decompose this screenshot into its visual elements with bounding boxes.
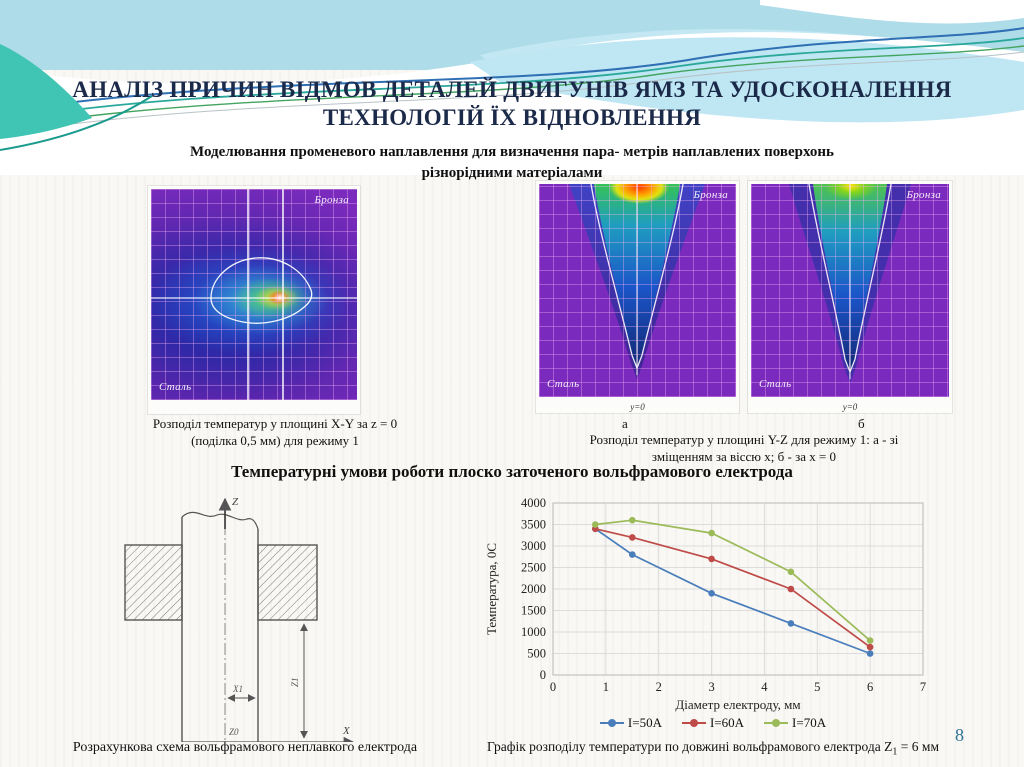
heatmap-contour-overlay (151, 189, 357, 400)
title-line1: АНАЛІЗ ПРИЧИН ВІДМОВ ДЕТАЛЕЙ ДВИГУНІВ ЯМ… (72, 77, 952, 102)
heatmap-yz-a-image: Бронза Сталь y=0 (536, 181, 739, 413)
svg-text:5: 5 (814, 680, 820, 694)
heatmap-yz-b-plot: Бронза Сталь (751, 184, 949, 397)
caption-line1: Розподіл температур у площині Y-Z для ре… (589, 432, 899, 447)
legend-label: I=50A (627, 715, 662, 730)
heatmap-yz-caption: Розподіл температур у площині Y-Z для ре… (528, 431, 960, 465)
temperature-chart-figure: 0 500 1000 1500 2000 2500 3000 3500 4000 0 1 2 3 4 5 6 7… (483, 489, 943, 731)
svg-text:500: 500 (527, 647, 546, 661)
schematic-caption: Розрахункова схема вольфрамового неплавк… (72, 740, 418, 755)
svg-text:7: 7 (920, 680, 926, 694)
svg-text:0: 0 (550, 680, 556, 694)
z-axis-label: Z (232, 496, 239, 508)
material-label-steel: Сталь (159, 381, 192, 393)
chart-caption-prefix: Графік розподілу температури по довжині … (487, 739, 893, 754)
svg-text:4: 4 (761, 680, 768, 694)
axis-note-y0: y=0 (630, 402, 645, 412)
collet-block-right (257, 544, 318, 621)
caption-line2: (поділка 0,5 мм) для режиму 1 (191, 433, 359, 448)
collet-block-left (124, 544, 183, 621)
page-title: АНАЛІЗ ПРИЧИН ВІДМОВ ДЕТАЛЕЙ ДВИГУНІВ ЯМ… (0, 76, 1024, 132)
material-label-steel: Сталь (547, 378, 580, 390)
subtitle-line2: різнорідними матеріалами (421, 165, 603, 181)
axis-note-y0: y=0 (842, 402, 858, 412)
legend-item: I=70A (764, 715, 826, 731)
heatmap-plume-overlay (569, 184, 705, 380)
legend-marker-icon (599, 718, 624, 728)
legend-item: I=50A (599, 715, 662, 731)
svg-text:1500: 1500 (521, 604, 546, 618)
chart-caption-suffix: = 6 мм (897, 739, 939, 754)
legend-marker-icon (764, 718, 789, 728)
top-wave-decoration (0, 0, 1024, 175)
material-label-steel: Сталь (759, 378, 792, 390)
svg-text:3000: 3000 (521, 539, 546, 553)
subfigure-marker-b: б (858, 416, 865, 431)
legend-label: I=70A (792, 715, 827, 730)
legend-label: I=60A (709, 715, 745, 730)
svg-text:4000: 4000 (521, 496, 546, 510)
svg-text:3: 3 (708, 680, 714, 694)
heatmap-xy-caption: Розподіл температур у площині X-Y за z =… (105, 415, 445, 449)
heatmap-xy-plot: Бронза Сталь (151, 189, 357, 400)
svg-text:2000: 2000 (521, 582, 546, 596)
dimension-x1-label: X1 (232, 684, 243, 694)
caption-line2: зміщенням за віссю x; б - за x = 0 (651, 449, 837, 464)
material-label-bronze: Бронза (693, 189, 728, 201)
heatmap-grid (539, 184, 736, 397)
legend-item: I=60A (681, 715, 745, 731)
chart-legend: I=50A I=60A I=70A (483, 715, 943, 731)
dimension-z1-label: Z1 (290, 677, 300, 687)
heatmap-yz-a-plot: Бронза Сталь (539, 184, 736, 397)
chart-caption: Графік розподілу температури по довжині … (478, 739, 948, 758)
title-line2: ТЕХНОЛОГІЙ ЇХ ВІДНОВЛЕННЯ (322, 105, 702, 130)
material-label-bronze: Бронза (906, 189, 941, 201)
heatmap-xy-image: Бронза Сталь (148, 186, 360, 414)
legend-marker-icon (681, 718, 706, 728)
x-axis-label: X (342, 725, 351, 737)
heatmap-grid (751, 184, 949, 397)
svg-text:2500: 2500 (521, 561, 546, 575)
svg-text:Діаметр електроду, мм: Діаметр електроду, мм (675, 697, 800, 712)
svg-text:Температура, 0С: Температура, 0С (484, 543, 499, 635)
material-label-bronze: Бронза (314, 194, 349, 206)
caption-line1: Розподіл температур у площині X-Y за z =… (152, 416, 398, 431)
heatmap-plume-overlay (789, 184, 911, 384)
slide-subtitle: Моделювання променевого наплавлення для … (0, 142, 1024, 184)
svg-text:1000: 1000 (521, 625, 546, 639)
subtitle-line1: Моделювання променевого наплавлення для … (190, 144, 834, 160)
svg-text:1: 1 (603, 680, 609, 694)
subfigure-marker-a: а (622, 416, 628, 431)
z0-label: Z0 (229, 727, 239, 737)
page-number: 8 (955, 725, 964, 745)
svg-text:3500: 3500 (521, 518, 546, 532)
heatmap-grid (151, 189, 357, 400)
svg-text:2: 2 (656, 680, 662, 694)
chart-caption-sub: 1 (892, 746, 898, 758)
svg-text:6: 6 (867, 680, 873, 694)
section-title: Температурні умови роботи плоско заточен… (231, 462, 793, 481)
svg-text:0: 0 (540, 668, 546, 682)
heatmap-yz-b-image: Бронза Сталь y=0 (748, 181, 952, 413)
temperature-chart: 0 500 1000 1500 2000 2500 3000 3500 4000 0 1 2 3 4 5 6 7… (484, 496, 926, 712)
electrode-schematic-drawing: Z X X1 Z1 Z0 (124, 496, 355, 742)
